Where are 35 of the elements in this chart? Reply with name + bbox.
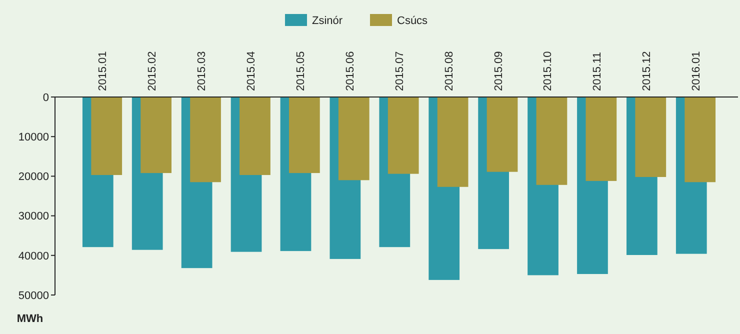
bar <box>635 97 666 177</box>
bar <box>388 97 419 174</box>
bar <box>486 97 518 172</box>
y-tick-label: 0 <box>42 92 49 104</box>
bar <box>240 97 270 176</box>
x-tick-label: 2015.02 <box>146 51 159 91</box>
bar <box>91 97 122 176</box>
x-tick-label: 2015.08 <box>443 51 456 91</box>
bar <box>437 97 468 187</box>
bar <box>536 97 568 185</box>
x-tick-label: 2016.01 <box>690 51 703 91</box>
x-tick-label: 2015.04 <box>245 51 258 91</box>
legend-label: Zsinór <box>312 14 343 27</box>
bar <box>684 97 716 182</box>
x-tick-label: 2015.01 <box>97 51 110 91</box>
bar <box>289 97 320 174</box>
x-tick-label: 2015.09 <box>492 51 505 91</box>
bar <box>190 97 221 182</box>
y-tick-label: 10000 <box>18 131 49 144</box>
y-tick-label: 50000 <box>18 290 49 302</box>
x-tick-label: 2015.03 <box>196 51 208 91</box>
x-tick-label: 2015.11 <box>592 52 604 91</box>
bar <box>586 97 617 181</box>
bar <box>338 97 370 180</box>
y-tick-label: 30000 <box>18 210 49 223</box>
y-tick-label: 20000 <box>18 171 49 184</box>
y-tick-label: 40000 <box>18 250 49 262</box>
bar <box>140 97 172 174</box>
x-tick-label: 2015.07 <box>394 51 406 91</box>
legend-label: Csúcs <box>397 14 428 27</box>
y-axis-title: MWh <box>16 312 44 325</box>
x-tick-label: 2015.12 <box>641 51 654 91</box>
x-tick-label: 2015.05 <box>294 51 307 91</box>
x-tick-label: 2015.10 <box>542 51 554 91</box>
x-tick-label: 2015.06 <box>344 51 356 91</box>
